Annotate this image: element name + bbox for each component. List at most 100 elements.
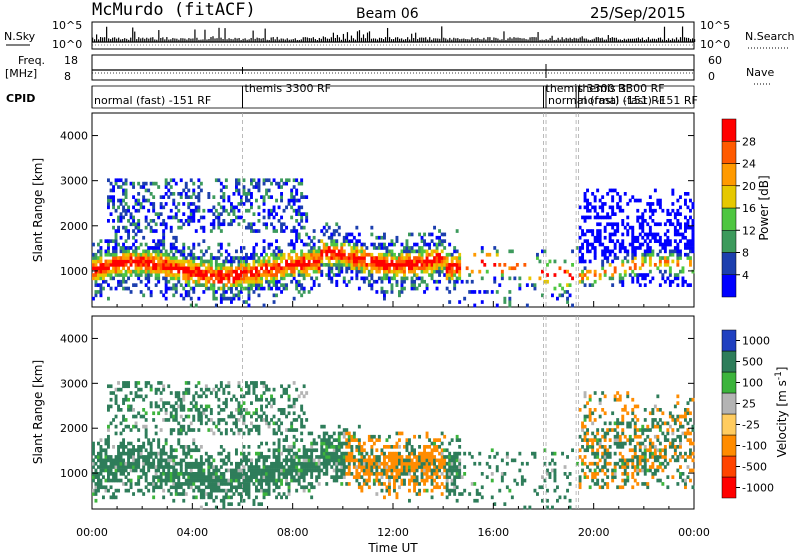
scatter-cell xyxy=(403,259,406,264)
scatter-cell xyxy=(325,455,329,459)
scatter-cell xyxy=(102,468,105,473)
scatter-cell xyxy=(227,381,231,385)
scatter-cell xyxy=(571,276,575,281)
nsky-bar xyxy=(515,37,517,42)
scatter-cell xyxy=(187,461,191,466)
scatter-cell xyxy=(598,229,602,233)
scatter-cell xyxy=(280,478,284,483)
scatter-cell xyxy=(380,488,384,493)
scatter-cell xyxy=(262,384,266,389)
scatter-cell xyxy=(408,263,411,267)
scatter-cell xyxy=(204,384,208,389)
scatter-cell xyxy=(433,263,437,267)
scatter-cell xyxy=(255,266,258,271)
scatter-cell xyxy=(520,482,524,486)
scatter-cell xyxy=(172,485,176,490)
scatter-cell xyxy=(393,451,396,456)
scatter-cell xyxy=(209,208,213,213)
scatter-cell xyxy=(235,215,238,220)
scatter-cell xyxy=(209,252,213,257)
scatter-cell xyxy=(297,461,301,466)
scatter-cell xyxy=(147,482,151,486)
scatter-cell xyxy=(272,259,276,264)
scatter-cell xyxy=(232,431,236,436)
nsky-bar xyxy=(196,37,198,42)
scatter-cell xyxy=(189,448,193,453)
scatter-cell xyxy=(398,458,401,463)
scatter-cell xyxy=(199,461,203,466)
nsky-bar xyxy=(230,38,232,42)
scatter-cell xyxy=(230,485,233,490)
scatter-cell xyxy=(109,212,113,216)
scatter-cell xyxy=(92,441,95,446)
scatter-cell xyxy=(127,208,131,213)
scatter-cell xyxy=(112,418,116,422)
scatter-cell xyxy=(611,225,615,230)
scatter-cell xyxy=(385,465,389,469)
freq-frame xyxy=(91,54,695,81)
scatter-cell xyxy=(222,478,226,483)
scatter-cell xyxy=(149,384,153,389)
scatter-cell xyxy=(330,276,334,281)
scatter-cell xyxy=(169,431,173,436)
scatter-cell xyxy=(633,198,637,203)
scatter-cell xyxy=(164,465,168,469)
scatter-cell xyxy=(553,472,557,476)
nsky-bar xyxy=(673,39,676,42)
nsky-bar xyxy=(122,38,124,42)
scatter-cell xyxy=(272,478,276,483)
scatter-cell xyxy=(568,498,572,503)
scatter-cell xyxy=(691,246,695,250)
scatter-cell xyxy=(169,391,173,395)
scatter-cell xyxy=(204,451,208,456)
scatter-cell xyxy=(159,381,163,385)
scatter-cell xyxy=(227,414,231,419)
scatter-cell xyxy=(613,242,617,247)
scatter-cell xyxy=(157,273,161,277)
scatter-cell xyxy=(94,485,98,490)
scatter-cell xyxy=(340,249,344,254)
scatter-cell xyxy=(232,468,236,473)
scatter-cell xyxy=(242,478,246,483)
scatter-cell xyxy=(393,263,396,267)
scatter-cell xyxy=(262,492,266,496)
scatter-cell xyxy=(207,246,211,250)
scatter-cell xyxy=(430,269,434,274)
scatter-cell xyxy=(330,445,334,449)
scatter-cell xyxy=(405,263,409,267)
nsky-bar xyxy=(613,37,615,42)
scatter-cell xyxy=(375,259,379,264)
cpid-segment-label: themis 3300 RF xyxy=(578,82,665,95)
scatter-cell xyxy=(124,424,128,429)
scatter-cell xyxy=(438,468,442,473)
nsky-bar xyxy=(433,38,435,42)
scatter-cell xyxy=(370,472,374,476)
scatter-cell xyxy=(661,208,665,213)
scatter-cell xyxy=(92,445,95,449)
scatter-cell xyxy=(315,269,319,274)
scatter-cell xyxy=(633,256,637,260)
scatter-cell xyxy=(403,482,406,486)
scatter-cell xyxy=(204,283,208,287)
power-cbar-tick-label: 16 xyxy=(742,202,756,215)
scatter-cell xyxy=(648,256,652,260)
scatter-cell xyxy=(240,495,243,500)
scatter-cell xyxy=(112,391,116,395)
scatter-cell xyxy=(287,198,291,203)
scatter-cell xyxy=(350,451,354,456)
scatter-cell xyxy=(260,482,264,486)
scatter-cell xyxy=(415,273,419,277)
scatter-cell xyxy=(237,478,241,483)
scatter-cell xyxy=(393,266,396,271)
scatter-cell xyxy=(578,478,582,483)
scatter-cell xyxy=(365,468,369,473)
scatter-cell xyxy=(302,256,306,260)
scatter-cell xyxy=(581,256,585,260)
scatter-cell xyxy=(418,232,422,237)
scatter-cell xyxy=(679,239,682,243)
scatter-cell xyxy=(598,222,602,227)
scatter-cell xyxy=(533,286,537,291)
scatter-cell xyxy=(192,495,196,500)
scatter-cell xyxy=(400,263,404,267)
scatter-cell xyxy=(302,225,306,230)
